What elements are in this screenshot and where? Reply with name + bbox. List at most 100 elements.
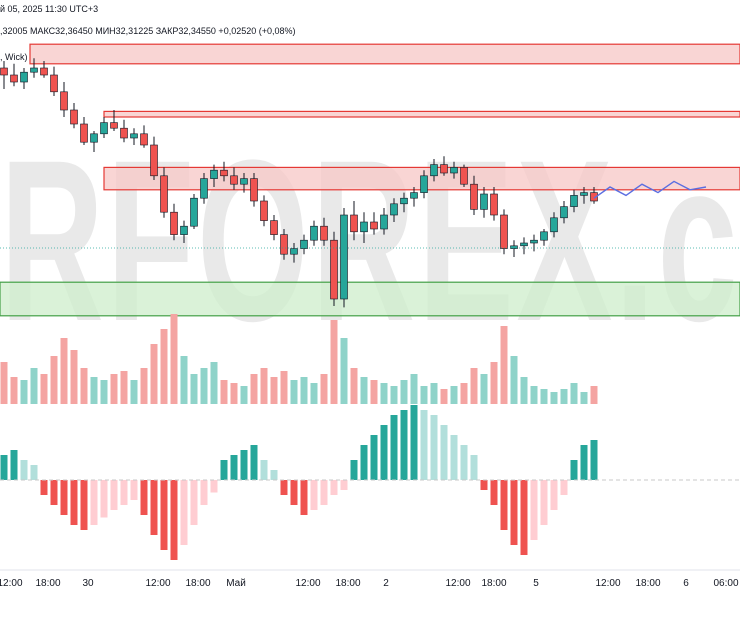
histogram-bar	[430, 415, 438, 480]
volume-bar	[480, 374, 488, 404]
candle-up	[130, 133, 138, 139]
candle-down	[320, 225, 328, 241]
volume-bar	[170, 314, 178, 404]
volume-bar	[500, 326, 508, 404]
candle-down	[500, 214, 508, 249]
histogram-bar	[540, 480, 548, 525]
candle-up	[100, 122, 108, 135]
candle-down	[470, 183, 478, 210]
histogram-bar	[60, 480, 68, 515]
volume-bar	[20, 380, 28, 404]
x-tick-label: 18:00	[481, 578, 506, 589]
histogram-bar	[110, 480, 118, 510]
x-tick-label: 12:00	[145, 578, 170, 589]
histogram-bar	[240, 450, 248, 480]
histogram-bar	[560, 480, 568, 495]
histogram-bar	[460, 445, 468, 480]
histogram-bar	[440, 425, 448, 480]
volume-bar	[180, 356, 188, 404]
volume-bar	[400, 380, 408, 404]
volume-bar	[460, 383, 468, 404]
histogram-bar	[120, 480, 128, 505]
candle-up	[430, 164, 438, 177]
volume-bar	[90, 377, 98, 404]
histogram-bar	[140, 480, 148, 515]
candle-up	[570, 195, 578, 207]
volume-bar	[40, 374, 48, 404]
volume-bar	[340, 338, 348, 404]
histogram-bar	[400, 410, 408, 480]
histogram-bar	[360, 445, 368, 480]
volume-bar	[490, 362, 498, 404]
volume-bar	[160, 329, 168, 404]
histogram-bar	[580, 445, 588, 480]
x-tick-label: 18:00	[335, 578, 360, 589]
histogram-bar	[420, 410, 428, 480]
histogram-bar	[70, 480, 78, 525]
volume-bar	[330, 320, 338, 404]
histogram-bar	[150, 480, 158, 535]
volume-bar	[60, 338, 68, 404]
volume-bar	[410, 374, 418, 404]
x-tick-label: Май	[226, 578, 246, 589]
candle-down	[80, 123, 88, 143]
candle-up	[30, 67, 38, 73]
histogram-bar	[520, 480, 528, 555]
histogram-bar	[0, 455, 8, 480]
volume-bar	[390, 386, 398, 404]
candle-up	[290, 248, 298, 255]
volume-bar	[350, 368, 358, 404]
volume-bar	[50, 356, 58, 404]
histogram-bar	[480, 480, 488, 490]
x-tick-label: 5	[533, 578, 539, 589]
histogram-bar	[190, 480, 198, 525]
histogram-bar	[320, 480, 328, 505]
volume-bar	[420, 386, 428, 404]
candle-up	[210, 169, 218, 179]
volume-bar	[310, 383, 318, 404]
histogram-bar	[330, 480, 338, 495]
histogram-bar	[220, 460, 228, 480]
histogram-bar	[310, 480, 318, 510]
volume-bar	[250, 374, 258, 404]
histogram-bar	[250, 445, 258, 480]
volume-bar	[380, 383, 388, 404]
x-tick-label: 2	[383, 578, 389, 589]
volume-bar	[300, 377, 308, 404]
volume-bar	[510, 356, 518, 404]
histogram-bar	[170, 480, 178, 560]
volume-bar	[550, 392, 558, 404]
candle-up	[190, 197, 198, 227]
volume-bar	[270, 377, 278, 404]
volume-bar	[580, 392, 588, 404]
volume-bar	[210, 362, 218, 404]
candle-up	[340, 214, 348, 300]
histogram-bar	[160, 480, 168, 550]
volume-bar	[130, 380, 138, 404]
candle-down	[220, 169, 228, 177]
candle-down	[280, 234, 288, 255]
x-tick-label: 18:00	[635, 578, 660, 589]
histogram-bar	[50, 480, 58, 505]
candle-down	[370, 221, 378, 230]
histogram-bar	[230, 455, 238, 480]
histogram-bar	[500, 480, 508, 530]
candle-up	[310, 225, 318, 241]
x-tick-label: 6	[683, 578, 689, 589]
histogram-bar	[30, 465, 38, 480]
candle-down	[170, 211, 178, 235]
projection-path	[593, 180, 707, 199]
volume-bar	[260, 368, 268, 404]
histogram-bar	[530, 480, 538, 540]
volume-bar	[530, 386, 538, 404]
candle-down	[110, 122, 118, 129]
candle-up	[540, 231, 548, 241]
histogram-bar	[10, 450, 18, 480]
candle-up	[520, 242, 528, 247]
volume-bar	[0, 362, 8, 404]
candle-down	[250, 178, 258, 202]
volume-bar	[590, 386, 598, 404]
candle-up	[390, 203, 398, 216]
volume-bar	[150, 344, 158, 404]
